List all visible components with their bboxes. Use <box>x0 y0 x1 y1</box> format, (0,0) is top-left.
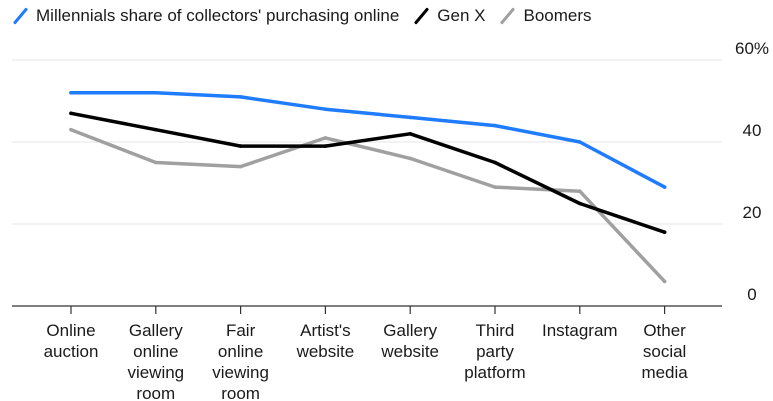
x-tick-label-line: Artist's <box>300 321 350 340</box>
x-tick-label-line: Third <box>476 321 515 340</box>
data-point <box>238 164 243 169</box>
x-tick-label-line: viewing <box>212 363 269 382</box>
legend-item: Boomers <box>499 6 591 26</box>
y-tick-label: 20 <box>743 203 762 222</box>
x-tick-label-line: website <box>380 342 439 361</box>
data-point <box>493 160 497 165</box>
x-tick-label: Third party platform <box>464 321 525 382</box>
series-line <box>69 127 667 284</box>
x-tick-label: Artist's website <box>296 321 355 361</box>
data-point <box>408 115 413 120</box>
x-tick-label-line: Online <box>46 321 95 340</box>
x-tick-label-line: Instagram <box>542 321 618 340</box>
y-tick-label: 40 <box>743 121 762 140</box>
x-tick-label-line: Gallery <box>383 321 437 340</box>
y-tick-label: 0 <box>747 285 756 304</box>
legend-label: Millennials share of collectors' purchas… <box>36 6 400 25</box>
x-tick-label-line: platform <box>464 363 525 382</box>
legend: Millennials share of collectors' purchas… <box>12 6 606 26</box>
x-tick-label-line: website <box>296 342 355 361</box>
series-line <box>69 111 667 234</box>
data-point <box>323 136 328 140</box>
x-tick-label-line: room <box>221 384 260 401</box>
data-point <box>238 144 243 148</box>
x-tick-label: Gallery website <box>380 321 439 361</box>
x-tick-label: Fair online viewing room <box>212 321 269 401</box>
x-tick-label-line: party <box>476 342 514 361</box>
data-point <box>238 95 243 99</box>
x-tick-label-line: social <box>643 342 686 361</box>
legend-item: Gen X <box>413 6 485 26</box>
x-tick-label: Gallery online viewing room <box>127 321 184 401</box>
data-point <box>493 123 497 128</box>
data-point <box>69 91 73 95</box>
x-tick-label: Instagram <box>542 321 618 340</box>
x-tick-label-line: Other <box>643 321 686 340</box>
y-tick-label: 60% <box>735 39 769 58</box>
legend-label: Gen X <box>437 6 486 25</box>
data-point <box>69 111 73 116</box>
x-tick-label: Other social media <box>641 321 688 382</box>
data-point <box>578 201 582 206</box>
x-tick-label-line: media <box>641 363 688 382</box>
x-tick-label-line: online <box>218 342 263 361</box>
x-tick-label-line: Fair <box>226 321 256 340</box>
data-point <box>662 230 667 234</box>
data-point <box>578 140 582 144</box>
data-point <box>493 185 497 189</box>
data-point <box>69 127 73 132</box>
data-point <box>323 107 328 111</box>
x-tick-label-line: room <box>136 384 175 401</box>
x-tick-label-line: online <box>133 342 178 361</box>
x-tick-label-line: Gallery <box>129 321 183 340</box>
data-point <box>662 185 667 189</box>
data-point <box>323 144 328 148</box>
data-point <box>154 91 158 95</box>
data-point <box>578 189 582 193</box>
x-tick-label-line: auction <box>44 342 99 361</box>
x-tick-label-line: viewing <box>127 363 184 382</box>
data-point <box>154 160 158 165</box>
data-point <box>408 156 413 161</box>
data-point <box>154 127 158 132</box>
legend-label: Boomers <box>523 6 592 25</box>
x-tick-label: Online auction <box>44 321 99 361</box>
data-point <box>408 132 413 136</box>
series-line <box>69 91 667 189</box>
data-point <box>662 279 667 284</box>
legend-item: Millennials share of collectors' purchas… <box>12 6 399 26</box>
